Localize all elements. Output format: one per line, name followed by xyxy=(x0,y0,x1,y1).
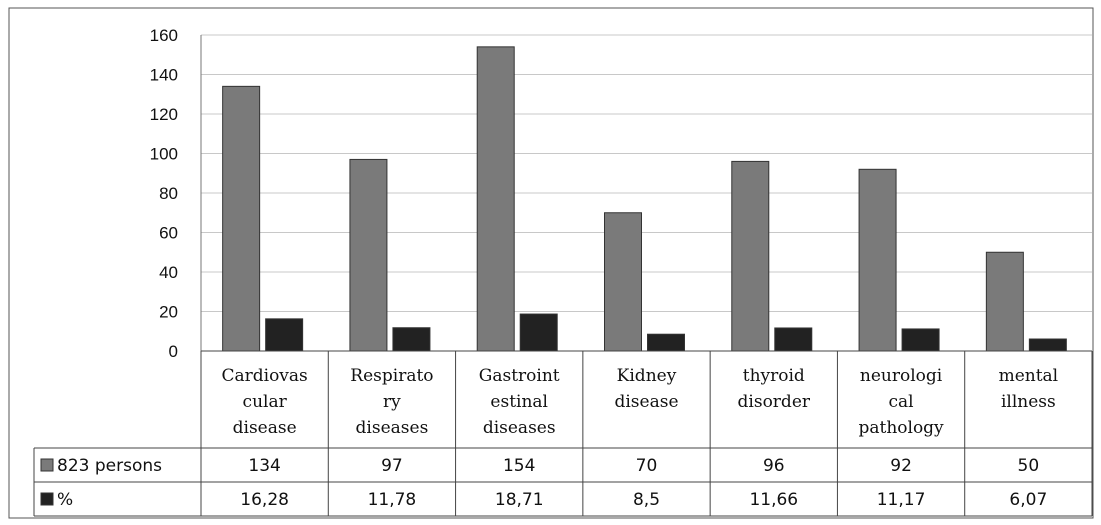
data-table-cell: 11,17 xyxy=(877,490,926,510)
category-label: Respirato xyxy=(350,366,433,386)
bar-percent xyxy=(519,313,558,352)
category-label: thyroid xyxy=(743,366,805,386)
bar-persons xyxy=(604,212,642,352)
data-table-cell: 16,28 xyxy=(240,490,289,510)
y-tick-label: 120 xyxy=(150,105,178,124)
bar-persons xyxy=(731,160,770,352)
category-label: Gastroint xyxy=(479,366,560,386)
legend-swatch xyxy=(40,492,54,506)
category-label: diseases xyxy=(483,418,556,438)
y-tick-label: 140 xyxy=(150,66,178,85)
category-label: pathology xyxy=(858,418,944,438)
category-label: cular xyxy=(243,392,288,412)
bar-percent xyxy=(901,328,940,352)
bar-persons xyxy=(222,85,261,352)
y-tick-label: 40 xyxy=(159,263,178,282)
data-table-cell: 97 xyxy=(381,456,403,476)
data-table: Cardiovas cular disease Respirato ry diseases… xyxy=(33,350,1093,517)
category-label: disease xyxy=(233,418,297,438)
bar-percent xyxy=(647,333,685,352)
y-tick-label: 100 xyxy=(150,145,178,164)
legend-label: % xyxy=(57,490,73,510)
category-label: disorder xyxy=(738,392,811,412)
category-label: Cardiovas xyxy=(221,366,307,386)
data-table-cell: 92 xyxy=(890,456,912,476)
bar-persons xyxy=(985,251,1024,352)
bar-percent xyxy=(265,318,304,352)
data-table-cell: 154 xyxy=(503,456,535,476)
y-axis: 0 20 40 60 80 100 120 140 160 xyxy=(150,26,202,361)
category-label: mental xyxy=(999,366,1059,386)
legend-label: 823 persons xyxy=(57,456,162,476)
bar-percent xyxy=(392,327,431,352)
category-label: cal xyxy=(889,392,914,412)
bar-percent xyxy=(1028,338,1067,352)
data-table-cell: 96 xyxy=(763,456,785,476)
bar-persons xyxy=(858,168,897,352)
category-label: illness xyxy=(1001,392,1056,412)
bar-persons xyxy=(349,158,388,352)
category-label: Kidney xyxy=(617,366,677,386)
category-label: ry xyxy=(383,392,401,412)
y-tick-label: 0 xyxy=(169,342,178,361)
gridlines xyxy=(201,34,1092,312)
data-table-cell: 11,66 xyxy=(749,490,798,510)
data-table-cell: 18,71 xyxy=(495,490,544,510)
chart-frame xyxy=(8,7,1094,519)
category-label: diseases xyxy=(356,418,429,438)
data-table-cell: 70 xyxy=(636,456,658,476)
data-table-cell: 8,5 xyxy=(633,490,660,510)
category-label: estinal xyxy=(490,392,548,412)
y-tick-label: 60 xyxy=(159,224,178,243)
category-label: neurologi xyxy=(860,366,943,386)
bar-percent xyxy=(774,327,813,352)
category-label: disease xyxy=(614,392,678,412)
bar-persons xyxy=(476,46,515,352)
data-table-cell: 50 xyxy=(1018,456,1040,476)
bars xyxy=(222,46,1067,352)
legend-swatch xyxy=(40,458,54,472)
data-table-cell: 134 xyxy=(248,456,280,476)
y-tick-label: 160 xyxy=(150,26,178,45)
data-table-cell: 6,07 xyxy=(1009,490,1047,510)
y-tick-label: 80 xyxy=(159,184,178,203)
y-tick-label: 20 xyxy=(159,303,178,322)
data-table-cell: 11,78 xyxy=(368,490,417,510)
